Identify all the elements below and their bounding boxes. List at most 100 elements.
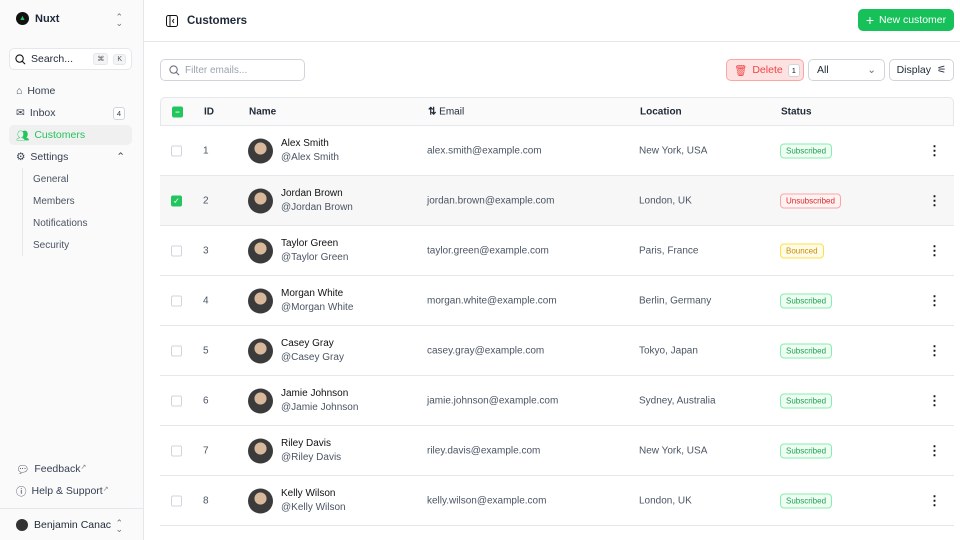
cell-name: Jamie Johnson @Jamie Johnson: [281, 387, 358, 415]
row-checkbox[interactable]: [171, 445, 182, 456]
cell-email: jordan.brown@example.com: [427, 195, 555, 206]
more-vertical-icon[interactable]: ⋮: [928, 342, 941, 358]
chevron-up-icon[interactable]: ⌃: [116, 151, 125, 163]
row-checkbox[interactable]: [171, 395, 182, 406]
cell-location: Paris, France: [639, 245, 699, 256]
filter-emails-input[interactable]: [185, 64, 295, 76]
more-vertical-icon[interactable]: ⋮: [928, 242, 941, 258]
cell-name: Casey Gray @Casey Gray: [281, 337, 344, 365]
table-row[interactable]: 3 Taylor Green @Taylor Green taylor.green…: [160, 226, 954, 276]
status-badge: Subscribed: [780, 443, 833, 458]
customer-name: Kelly Wilson: [281, 487, 336, 499]
customer-handle: @Jordan Brown: [281, 201, 353, 213]
sidebar-item-home[interactable]: ⌂ Home: [9, 81, 132, 101]
table-row[interactable]: 7 Riley Davis @Riley Davis riley.davis@ex…: [160, 426, 954, 476]
table-row[interactable]: 6 Jamie Johnson @Jamie Johnson jamie.john…: [160, 376, 954, 426]
sidebar-item-label: Customers: [34, 129, 86, 141]
cell-name: Kelly Wilson @Kelly Wilson: [281, 487, 346, 515]
avatar: [248, 238, 273, 263]
display-button[interactable]: Display ⚟: [889, 59, 954, 81]
cell-id: 8: [203, 495, 209, 506]
filter-emails-field[interactable]: [160, 59, 305, 81]
row-checkbox[interactable]: [171, 245, 182, 256]
cell-id: 2: [203, 195, 209, 206]
cell-location: New York, USA: [639, 445, 708, 456]
settings-item-notifications[interactable]: Notifications: [33, 218, 88, 229]
avatar: [248, 438, 273, 463]
select-all-checkbox[interactable]: –: [172, 106, 183, 117]
table-header: – ID Name ⇅ Email Location Status: [160, 97, 954, 126]
page-title: Customers: [187, 14, 248, 27]
external-link-icon: ↗: [80, 464, 87, 471]
row-checkbox[interactable]: [171, 145, 182, 156]
table-row[interactable]: ✓ 2 Jordan Brown @Jordan Brown jordan.bro…: [160, 176, 954, 226]
kbd-cmd: ⌘: [93, 53, 109, 65]
avatar: [248, 188, 273, 213]
cell-email: jamie.johnson@example.com: [427, 395, 559, 406]
row-checkbox[interactable]: [171, 495, 182, 506]
table-row[interactable]: 1 Alex Smith @Alex Smith alex.smith@examp…: [160, 126, 954, 176]
customer-handle: @Casey Gray: [281, 351, 344, 363]
status-badge: Subscribed: [780, 343, 833, 358]
more-vertical-icon[interactable]: ⋮: [928, 192, 941, 208]
sidebar-item-feedback[interactable]: 💬︎ Feedback↗: [9, 459, 132, 479]
more-vertical-icon[interactable]: ⋮: [928, 292, 941, 308]
inbox-icon: ✉︎: [16, 107, 25, 119]
sidebar-item-customers[interactable]: 👥︎ Customers: [9, 125, 132, 145]
row-checkbox[interactable]: ✓: [171, 195, 182, 206]
customer-handle: @Jamie Johnson: [281, 401, 359, 413]
chat-icon: 💬︎: [16, 463, 30, 476]
trash-icon: 🗑︎: [734, 64, 748, 77]
table-row[interactable]: 8 Kelly Wilson @Kelly Wilson kelly.wilson…: [160, 476, 954, 526]
more-vertical-icon[interactable]: ⋮: [928, 442, 941, 458]
divider: [22, 168, 23, 256]
cell-id: 6: [203, 395, 209, 406]
search-button[interactable]: Search... ⌘ K: [9, 48, 132, 70]
status-badge: Subscribed: [780, 293, 833, 308]
table-row[interactable]: 5 Casey Gray @Casey Gray casey.gray@examp…: [160, 326, 954, 376]
sidebar-collapse-icon[interactable]: [166, 14, 178, 27]
more-vertical-icon[interactable]: ⋮: [928, 142, 941, 158]
avatar: [248, 138, 273, 163]
cell-email: morgan.white@example.com: [427, 295, 557, 306]
cell-location: Tokyo, Japan: [639, 345, 698, 356]
kbd-k: K: [113, 53, 126, 65]
sidebar-item-settings[interactable]: ⚙︎ Settings ⌃: [9, 147, 132, 167]
table-row[interactable]: 4 Morgan White @Morgan White morgan.white…: [160, 276, 954, 326]
status-filter-value: All: [817, 64, 829, 76]
column-id: ID: [204, 106, 214, 117]
row-checkbox[interactable]: [171, 345, 182, 356]
user-menu[interactable]: Benjamin Canac ⌃ ⌄: [0, 508, 143, 540]
chevron-up-down-icon[interactable]: ⌃ ⌄: [115, 12, 123, 28]
sidebar-item-help[interactable]: ⓘ Help & Support↗: [9, 481, 132, 501]
chevron-down-icon: ⌄: [867, 64, 876, 76]
settings-item-security[interactable]: Security: [33, 240, 70, 251]
status-badge: Unsubscribed: [780, 193, 841, 208]
customer-handle: @Kelly Wilson: [281, 501, 346, 513]
row-checkbox[interactable]: [171, 295, 182, 306]
search-icon: [15, 53, 26, 64]
cell-name: Taylor Green @Taylor Green: [281, 237, 348, 265]
cell-email: riley.davis@example.com: [427, 445, 541, 456]
customer-name: Jamie Johnson: [281, 387, 349, 399]
sidebar-item-label: Home: [27, 85, 56, 97]
team-switcher[interactable]: ▲ Nuxt: [16, 12, 59, 25]
settings-item-general[interactable]: General: [33, 174, 69, 185]
sliders-icon: ⚟: [937, 64, 947, 76]
avatar: [248, 338, 273, 363]
sidebar-item-inbox[interactable]: ✉︎ Inbox 4: [9, 103, 132, 123]
cell-id: 3: [203, 245, 209, 256]
search-label: Search...: [31, 53, 74, 65]
column-email-sort[interactable]: ⇅ Email: [428, 106, 464, 117]
cell-location: Sydney, Australia: [639, 395, 716, 406]
more-vertical-icon[interactable]: ⋮: [928, 392, 941, 408]
external-link-icon: ↗: [102, 486, 109, 493]
settings-item-members[interactable]: Members: [33, 196, 75, 207]
more-vertical-icon[interactable]: ⋮: [928, 492, 941, 508]
nuxt-logo-icon: ▲: [16, 12, 29, 25]
new-customer-button[interactable]: + New customer: [858, 9, 954, 31]
gear-icon: ⚙︎: [16, 151, 26, 163]
avatar: [248, 388, 273, 413]
status-filter-select[interactable]: All ⌄: [808, 59, 885, 81]
delete-button[interactable]: 🗑︎ Delete 1: [726, 59, 804, 81]
